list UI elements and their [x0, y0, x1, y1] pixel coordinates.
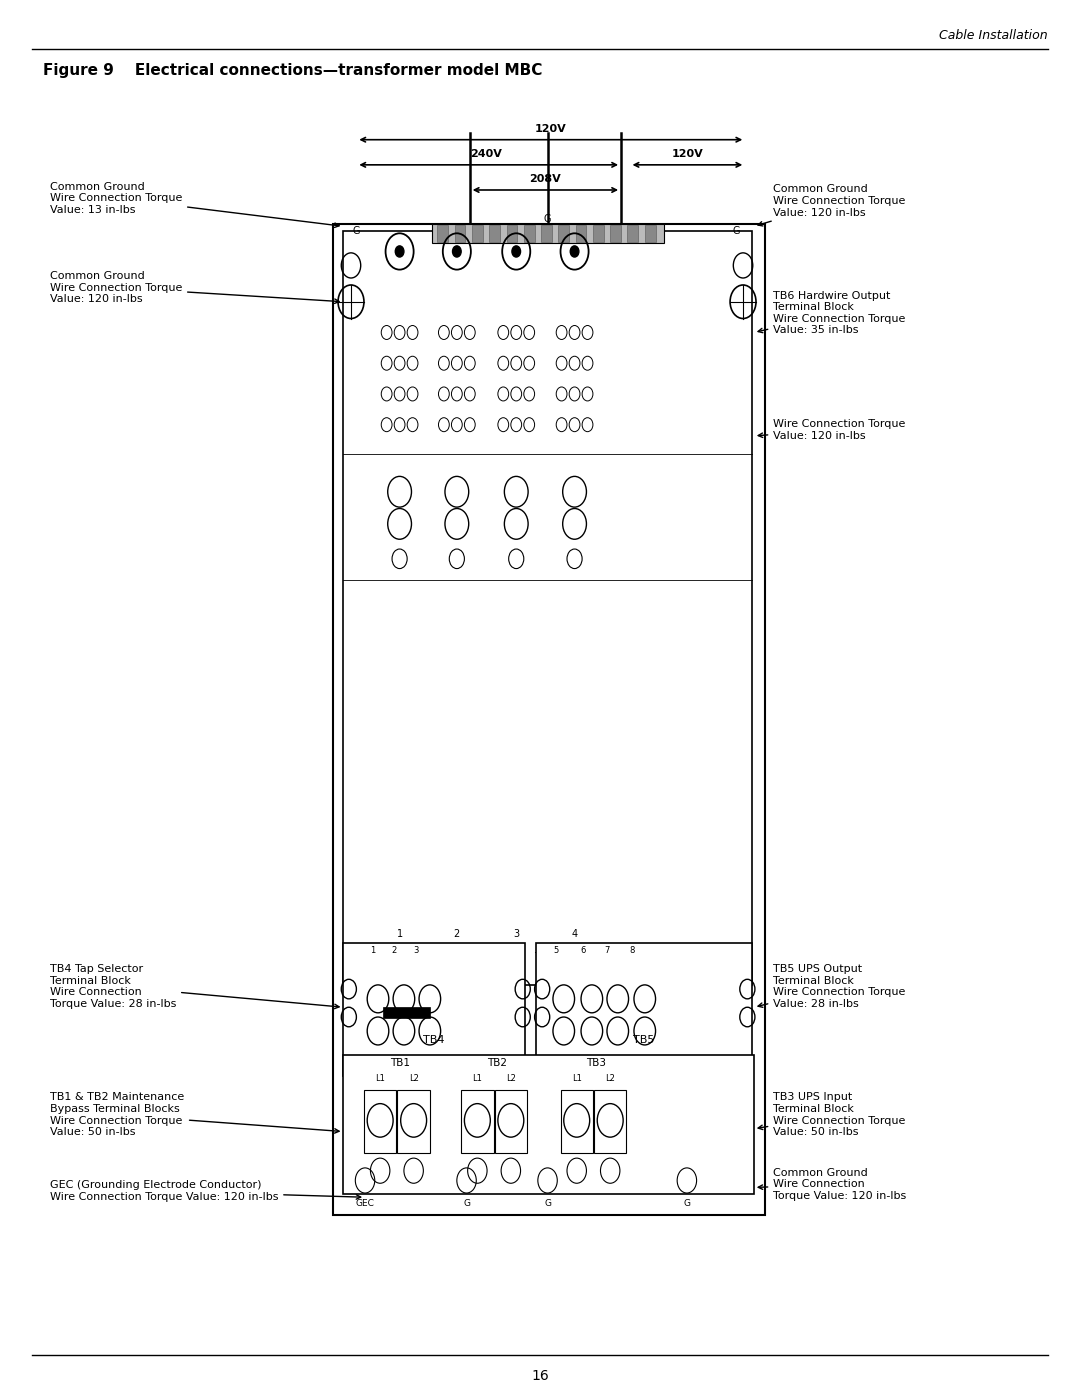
Text: 1: 1 — [370, 946, 375, 954]
Bar — [437, 225, 448, 242]
Text: TB1 & TB2 Maintenance
Bypass Terminal Blocks
Wire Connection Torque
Value: 50 in: TB1 & TB2 Maintenance Bypass Terminal Bl… — [50, 1092, 339, 1137]
Text: G: G — [544, 214, 551, 225]
Text: 4: 4 — [571, 929, 578, 939]
Text: TB3 UPS Input
Terminal Block
Wire Connection Torque
Value: 50 in-lbs: TB3 UPS Input Terminal Block Wire Connec… — [758, 1092, 906, 1137]
Text: TB4: TB4 — [423, 1035, 445, 1045]
Text: Wire Connection Torque
Value: 120 in-lbs: Wire Connection Torque Value: 120 in-lbs — [758, 419, 906, 440]
Text: 208V: 208V — [529, 175, 562, 184]
Text: TB3: TB3 — [586, 1058, 606, 1067]
Bar — [541, 225, 552, 242]
Text: 240V: 240V — [470, 149, 502, 159]
Text: Common Ground
Wire Connection
Torque Value: 120 in-lbs: Common Ground Wire Connection Torque Val… — [758, 1168, 906, 1201]
Text: Figure 9    Electrical connections—transformer model MBC: Figure 9 Electrical connections—transfor… — [43, 63, 542, 78]
Bar — [536, 943, 752, 1076]
Text: L2: L2 — [605, 1074, 616, 1083]
Bar — [333, 224, 765, 1215]
Text: Cable Installation: Cable Installation — [939, 29, 1048, 42]
Text: 7: 7 — [605, 946, 609, 954]
Bar — [397, 1090, 430, 1153]
Text: Common Ground
Wire Connection Torque
Value: 120 in-lbs: Common Ground Wire Connection Torque Val… — [758, 184, 906, 226]
Text: 2: 2 — [392, 946, 396, 954]
Text: L1: L1 — [571, 1074, 582, 1083]
Text: 1: 1 — [396, 929, 403, 939]
Bar — [364, 1090, 396, 1153]
Text: G: G — [684, 1199, 690, 1207]
Text: 3: 3 — [414, 946, 418, 954]
Bar — [593, 225, 604, 242]
Circle shape — [512, 246, 521, 257]
Bar — [594, 1090, 626, 1153]
Circle shape — [395, 246, 404, 257]
Circle shape — [570, 246, 579, 257]
Text: TB2: TB2 — [487, 1058, 507, 1067]
Text: TB6 Hardwire Output
Terminal Block
Wire Connection Torque
Value: 35 in-lbs: TB6 Hardwire Output Terminal Block Wire … — [758, 291, 906, 335]
Text: L2: L2 — [505, 1074, 516, 1083]
Bar — [495, 1090, 527, 1153]
Text: 5: 5 — [554, 946, 558, 954]
Bar — [558, 225, 569, 242]
Text: G: G — [544, 1199, 551, 1207]
Bar — [610, 225, 621, 242]
Bar — [645, 225, 656, 242]
Bar — [455, 225, 465, 242]
Text: TB5: TB5 — [633, 1035, 654, 1045]
Bar — [576, 225, 586, 242]
Text: TB1: TB1 — [390, 1058, 409, 1067]
Text: TB4 Tap Selector
Terminal Block
Wire Connection
Torque Value: 28 in-lbs: TB4 Tap Selector Terminal Block Wire Con… — [50, 964, 339, 1009]
Text: Common Ground
Wire Connection Torque
Value: 120 in-lbs: Common Ground Wire Connection Torque Val… — [50, 271, 339, 305]
Circle shape — [453, 246, 461, 257]
Bar — [472, 225, 483, 242]
Bar — [561, 1090, 593, 1153]
Bar — [343, 1055, 754, 1194]
Text: G: G — [463, 1199, 470, 1207]
Text: 2: 2 — [454, 929, 460, 939]
Text: TB6: TB6 — [536, 951, 559, 964]
Text: 6: 6 — [581, 946, 585, 954]
Bar — [489, 225, 500, 242]
Bar — [627, 225, 638, 242]
Text: G: G — [353, 225, 360, 236]
Bar — [507, 225, 517, 242]
Text: 16: 16 — [531, 1369, 549, 1383]
Bar — [343, 231, 752, 985]
Bar — [524, 225, 535, 242]
Text: G: G — [733, 225, 740, 236]
Bar — [432, 224, 664, 243]
Bar — [461, 1090, 494, 1153]
Text: L2: L2 — [408, 1074, 419, 1083]
Text: L1: L1 — [375, 1074, 386, 1083]
Text: GEC: GEC — [355, 1199, 375, 1207]
Text: TB5 UPS Output
Terminal Block
Wire Connection Torque
Value: 28 in-lbs: TB5 UPS Output Terminal Block Wire Conne… — [758, 964, 906, 1009]
Text: 8: 8 — [630, 946, 634, 954]
Text: 120V: 120V — [672, 149, 704, 159]
Text: 3: 3 — [513, 929, 519, 939]
Bar — [383, 1007, 430, 1018]
Text: L1: L1 — [472, 1074, 483, 1083]
Text: GEC (Grounding Electrode Conductor)
Wire Connection Torque Value: 120 in-lbs: GEC (Grounding Electrode Conductor) Wire… — [50, 1180, 361, 1201]
Text: 120V: 120V — [535, 124, 567, 134]
Bar — [343, 943, 525, 1076]
Text: Common Ground
Wire Connection Torque
Value: 13 in-lbs: Common Ground Wire Connection Torque Val… — [50, 182, 339, 228]
